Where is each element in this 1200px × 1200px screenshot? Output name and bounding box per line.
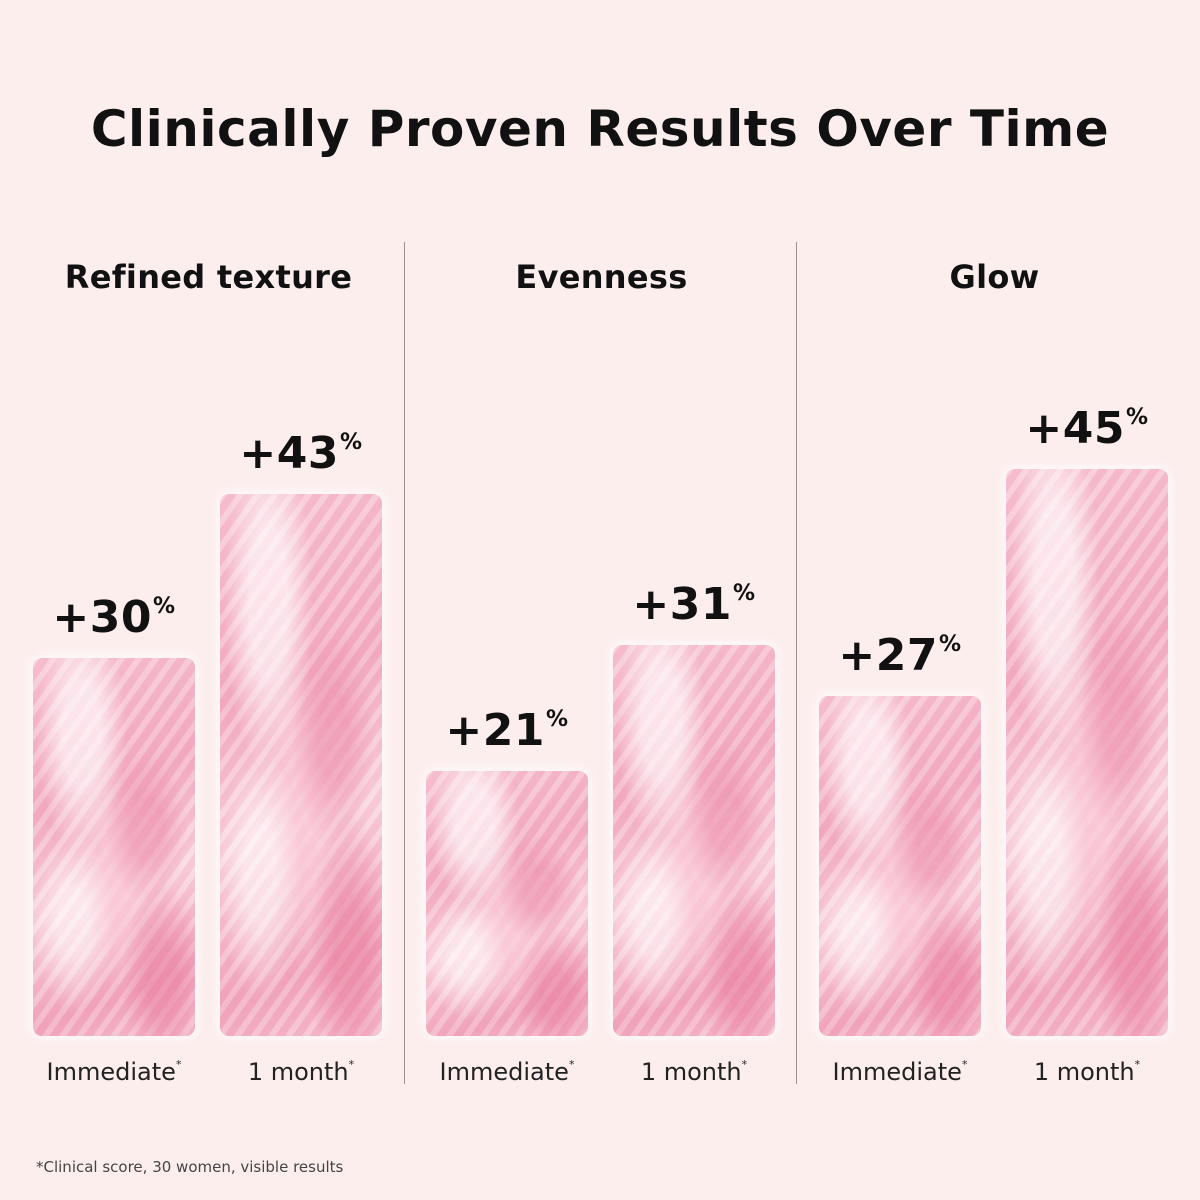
- data-label: +30%: [52, 592, 176, 643]
- category-label: 1 month*: [1033, 1058, 1141, 1086]
- bar: [220, 494, 382, 1036]
- category-label: 1 month*: [640, 1058, 748, 1086]
- data-label: +45%: [1025, 403, 1149, 454]
- data-label: +27%: [838, 629, 962, 681]
- page-title: Clinically Proven Results Over Time: [90, 100, 1110, 158]
- divider: [404, 242, 405, 1084]
- bar: [613, 645, 775, 1036]
- panel-title: Glow: [949, 258, 1040, 296]
- category-label: 1 month*: [247, 1058, 355, 1086]
- data-label: +43%: [239, 428, 363, 480]
- divider: [796, 242, 797, 1084]
- footnote: *Clinical score, 30 women, visible resul…: [36, 1158, 344, 1176]
- bar: [819, 695, 981, 1036]
- data-label: +31%: [632, 579, 756, 631]
- category-label: Immediate*: [832, 1058, 968, 1086]
- panel-title: Evenness: [515, 258, 688, 296]
- category-label: Immediate*: [46, 1058, 182, 1086]
- bar: [33, 658, 195, 1036]
- bar: [426, 771, 588, 1036]
- panel-title: Refined texture: [64, 258, 353, 296]
- bar: [1006, 469, 1168, 1036]
- category-label: Immediate*: [439, 1058, 575, 1086]
- data-label: +21%: [445, 705, 569, 757]
